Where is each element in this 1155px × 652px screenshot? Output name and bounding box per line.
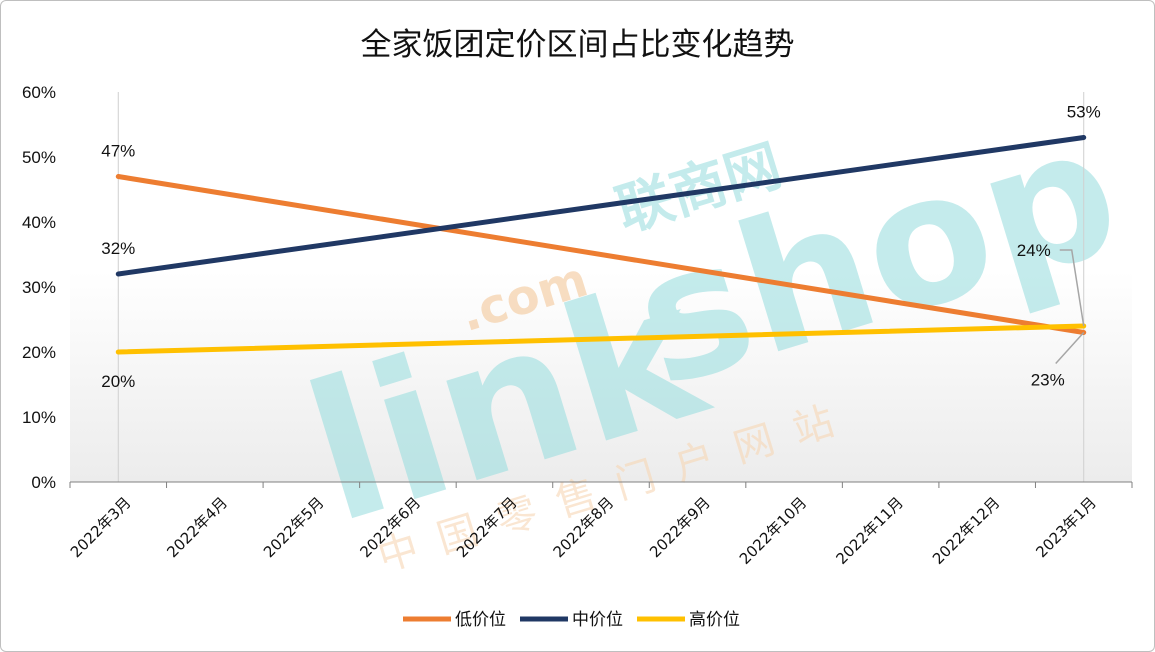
- series-lines: [115, 135, 1087, 355]
- legend-label: 高价位: [689, 610, 740, 630]
- end-data-label: 24%: [1017, 241, 1051, 260]
- x-tick-label: 2022年5月: [260, 494, 328, 562]
- y-tick-label: 0%: [31, 473, 56, 492]
- series-line-高价位: [115, 323, 1087, 355]
- y-axis-ticks: 0% 10% 20% 30% 40% 50% 60%: [22, 83, 56, 492]
- leader-line: [1059, 249, 1085, 327]
- x-tick-label: 2022年9月: [646, 494, 714, 562]
- series-line-低价位: [115, 174, 1087, 335]
- end-data-label: 23%: [1031, 371, 1065, 390]
- endpoint-vertical-lines: [117, 92, 1085, 482]
- y-tick-label: 30%: [22, 278, 56, 297]
- y-tick-label: 40%: [22, 213, 56, 232]
- y-tick-label: 20%: [22, 343, 56, 362]
- data-labels: 47% 32% 20% 23% 53% 24%: [101, 103, 1100, 392]
- x-tick-label: 2022年12月: [929, 494, 1003, 568]
- legend-label: 中价位: [572, 610, 623, 630]
- start-data-label: 20%: [101, 372, 135, 391]
- y-tick-label: 60%: [22, 83, 56, 102]
- y-tick-label: 50%: [22, 148, 56, 167]
- y-tick-label: 10%: [22, 408, 56, 427]
- end-data-label: 53%: [1067, 103, 1101, 122]
- x-tick-label: 2022年3月: [67, 494, 135, 562]
- legend-label: 低价位: [455, 610, 506, 630]
- label-leader-lines: [1055, 249, 1085, 365]
- start-data-label: 32%: [101, 239, 135, 258]
- legend: 低价位 中价位 高价位: [403, 610, 740, 630]
- leader-line: [1055, 331, 1085, 365]
- series-line-中价位: [115, 135, 1087, 277]
- chart-title: 全家饭团定价区间占比变化趋势: [360, 27, 795, 63]
- x-tick-label: 2022年11月: [832, 494, 906, 568]
- x-tick-label: 2022年10月: [736, 494, 810, 568]
- x-tick-label: 2023年1月: [1032, 494, 1100, 562]
- start-data-label: 47%: [101, 142, 135, 161]
- x-tick-label: 2022年4月: [163, 494, 231, 562]
